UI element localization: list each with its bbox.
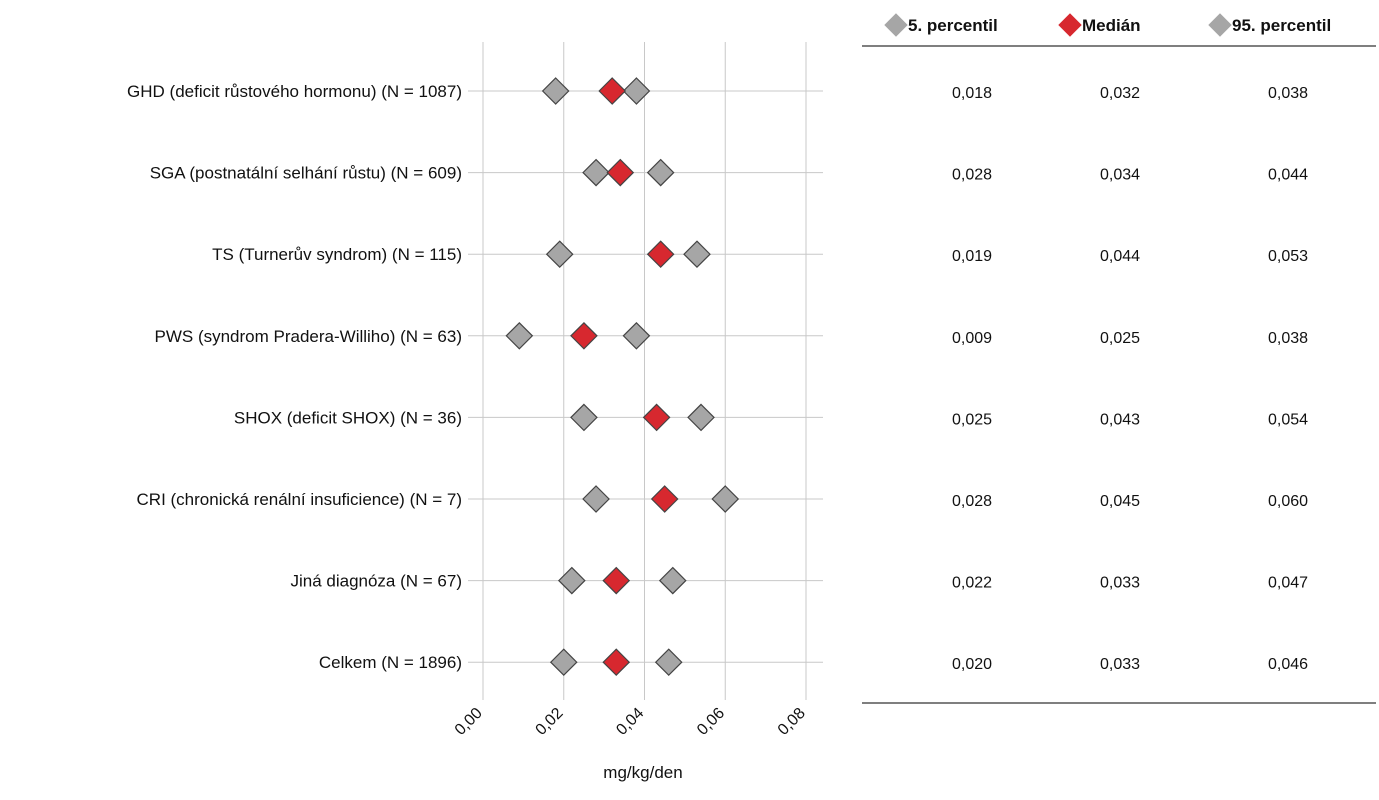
table-cell: 0,046 bbox=[1268, 656, 1308, 673]
p5-marker bbox=[582, 485, 610, 513]
table-cell: 0,044 bbox=[1268, 167, 1308, 184]
table-cell: 0,033 bbox=[1100, 575, 1140, 592]
table-cell: 0,009 bbox=[952, 330, 992, 347]
table-cell: 0,045 bbox=[1100, 493, 1140, 510]
table-cell: 0,019 bbox=[952, 248, 992, 265]
median-marker bbox=[642, 403, 671, 432]
p5-marker bbox=[545, 240, 574, 269]
table-cell: 0,060 bbox=[1268, 493, 1308, 510]
p95-marker bbox=[711, 485, 740, 513]
table-cell: 0,033 bbox=[1100, 656, 1140, 673]
p95-marker bbox=[658, 566, 687, 595]
category-label: TS (Turnerův syndrom) (N = 115) bbox=[212, 245, 462, 264]
legend-swatch bbox=[1208, 13, 1232, 37]
table-cell: 0,020 bbox=[952, 656, 992, 673]
table-cell: 0,018 bbox=[952, 85, 992, 102]
p95-marker bbox=[654, 648, 683, 677]
table-cell: 0,038 bbox=[1268, 85, 1308, 102]
table-cell: 0,022 bbox=[952, 575, 992, 592]
legend-swatch bbox=[1058, 13, 1082, 37]
category-label: PWS (syndrom Pradera-Williho) (N = 63) bbox=[155, 327, 463, 346]
category-label: GHD (deficit růstového hormonu) (N = 108… bbox=[127, 82, 462, 101]
table-cell: 0,054 bbox=[1268, 411, 1308, 428]
gridlines bbox=[468, 42, 823, 700]
table-cell: 0,047 bbox=[1268, 575, 1308, 592]
legend-label: 95. percentil bbox=[1232, 16, 1331, 35]
table-cell: 0,025 bbox=[1100, 330, 1140, 347]
category-label: CRI (chronická renální insuficience) (N … bbox=[137, 490, 462, 509]
table-cell: 0,034 bbox=[1100, 167, 1140, 184]
category-label: Celkem (N = 1896) bbox=[319, 653, 462, 672]
legend-label: Medián bbox=[1082, 16, 1141, 35]
legend-label: 5. percentil bbox=[908, 16, 998, 35]
category-label: SGA (postnatální selhání růstu) (N = 609… bbox=[150, 164, 462, 183]
data-markers bbox=[505, 77, 740, 677]
p95-marker bbox=[622, 77, 651, 105]
median-marker bbox=[606, 158, 635, 187]
median-marker bbox=[646, 240, 675, 269]
p5-marker bbox=[541, 77, 570, 105]
median-marker bbox=[602, 648, 631, 677]
p5-marker bbox=[549, 648, 578, 677]
table-cell: 0,043 bbox=[1100, 411, 1140, 428]
x-tick-label: 0,00 bbox=[452, 705, 486, 739]
p5-marker bbox=[582, 158, 610, 187]
p95-marker bbox=[687, 403, 715, 432]
median-marker bbox=[602, 566, 631, 595]
median-marker bbox=[570, 321, 598, 350]
x-tick-label: 0,04 bbox=[613, 705, 647, 739]
x-tick-label: 0,06 bbox=[694, 705, 728, 739]
x-axis: mg/kg/den 0,00 0,02 0,04 0,06 0,08 bbox=[452, 705, 809, 782]
values-table: 0,018 0,028 0,019 0,009 0,025 0,028 0,022 0,020… bbox=[862, 45, 1376, 704]
table-cell: 0,025 bbox=[952, 411, 992, 428]
category-label: Jiná diagnóza (N = 67) bbox=[290, 572, 462, 591]
table-cell: 0,028 bbox=[952, 167, 992, 184]
p95-marker bbox=[646, 158, 675, 187]
x-axis-title: mg/kg/den bbox=[603, 763, 682, 782]
p5-marker bbox=[570, 403, 598, 432]
x-tick-label: 0,08 bbox=[775, 705, 809, 739]
table-cell: 0,028 bbox=[952, 493, 992, 510]
table-cell: 0,053 bbox=[1268, 248, 1308, 265]
median-marker bbox=[598, 77, 627, 105]
table-cell: 0,032 bbox=[1100, 85, 1140, 102]
p5-marker bbox=[557, 566, 586, 595]
table-cell: 0,038 bbox=[1268, 330, 1308, 347]
legend-swatch bbox=[884, 13, 908, 37]
category-labels: GHD (deficit růstového hormonu) (N = 108… bbox=[127, 82, 462, 672]
p5-marker bbox=[505, 321, 534, 350]
p95-marker bbox=[683, 240, 711, 269]
table-cell: 0,044 bbox=[1100, 248, 1140, 265]
median-marker bbox=[650, 485, 679, 513]
category-label: SHOX (deficit SHOX) (N = 36) bbox=[234, 408, 462, 427]
x-tick-label: 0,02 bbox=[533, 705, 567, 739]
legend: 5. percentil Medián 95. percentil bbox=[884, 13, 1331, 37]
p95-marker bbox=[622, 321, 651, 350]
